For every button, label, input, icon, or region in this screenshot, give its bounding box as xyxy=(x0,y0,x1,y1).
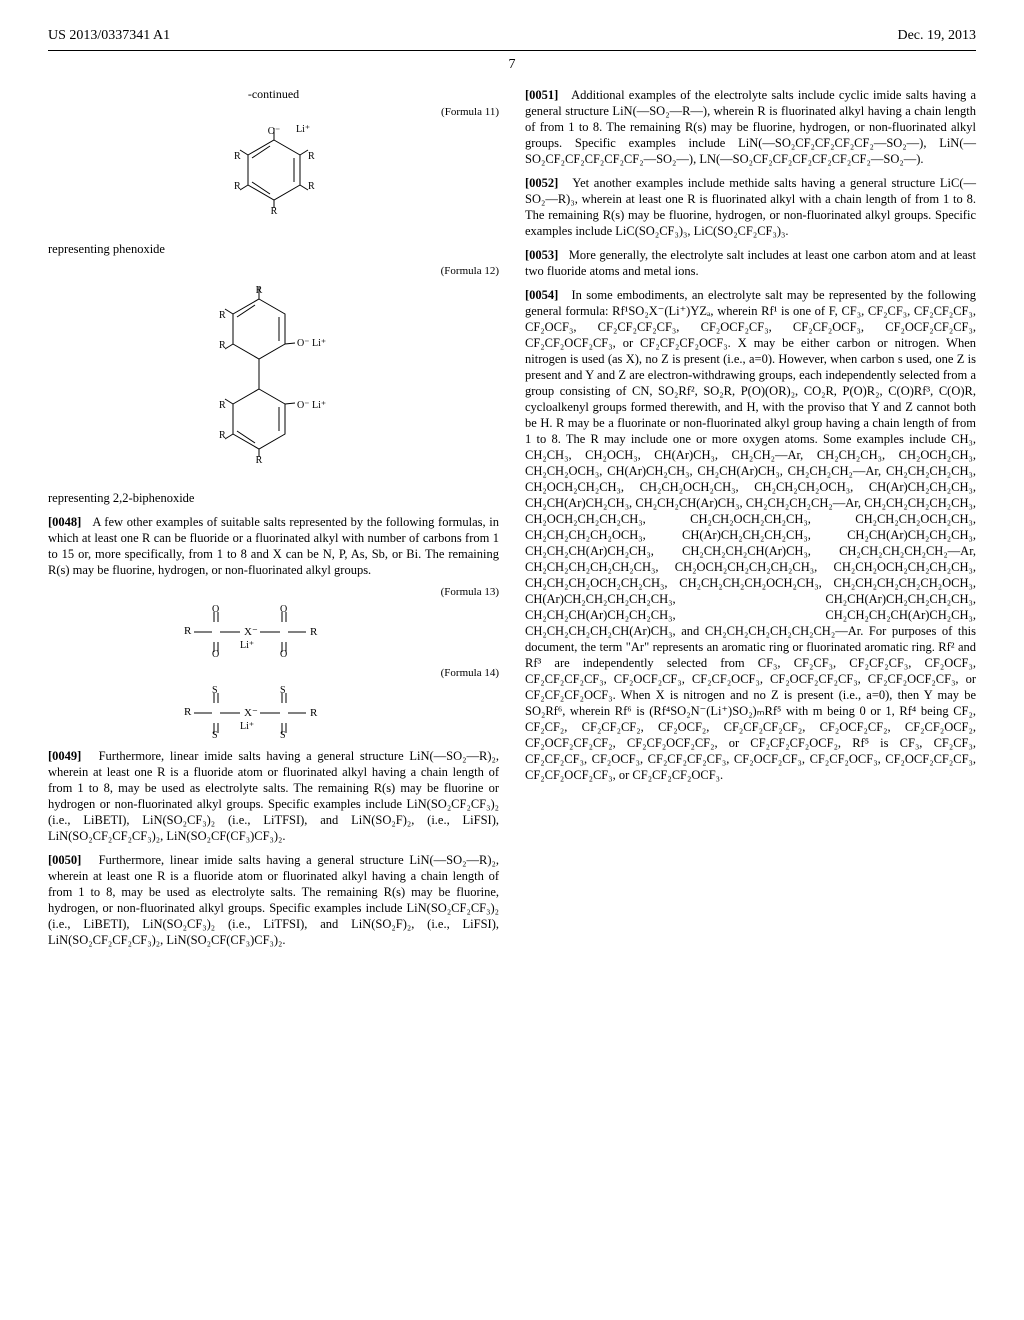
page-number: 7 xyxy=(48,57,976,73)
svg-text:R: R xyxy=(219,430,226,441)
svg-text:S: S xyxy=(280,685,286,696)
para-text: Furthermore, linear imide salts having a… xyxy=(48,749,499,843)
patent-date: Dec. 19, 2013 xyxy=(897,28,976,44)
formula-11-label: (Formula 11) xyxy=(48,106,499,118)
svg-text:O⁻ Li⁺: O⁻ Li⁺ xyxy=(297,400,326,411)
para-text: More generally, the electrolyte salt inc… xyxy=(525,248,976,278)
svg-text:R: R xyxy=(310,626,318,638)
para-num: [0052] xyxy=(525,176,558,190)
svg-text:R: R xyxy=(308,151,315,162)
svg-text:S: S xyxy=(280,730,286,738)
para-num: [0048] xyxy=(48,515,81,529)
formula-14-structure: R S S X⁻ Li⁺ S S R xyxy=(48,683,499,738)
svg-text:R: R xyxy=(184,625,192,637)
para-text: A few other examples of suitable salts r… xyxy=(48,515,499,577)
formula-13-label: (Formula 13) xyxy=(48,586,499,598)
svg-text:S: S xyxy=(212,730,218,738)
para-text: Yet another examples include methide sal… xyxy=(525,176,976,238)
svg-text:R: R xyxy=(308,181,315,192)
para-0051: [0051] Additional examples of the electr… xyxy=(525,87,976,167)
formula-11-caption: representing phenoxide xyxy=(48,242,499,257)
formula-12-caption: representing 2,2-biphenoxide xyxy=(48,491,499,506)
svg-text:O: O xyxy=(280,649,287,657)
para-0048: [0048] A few other examples of suitable … xyxy=(48,514,499,578)
para-num: [0051] xyxy=(525,88,558,102)
svg-text:O⁻ Li⁺: O⁻ Li⁺ xyxy=(297,338,326,349)
para-num: [0054] xyxy=(525,288,558,302)
formula-12-label: (Formula 12) xyxy=(48,265,499,277)
svg-text:R: R xyxy=(234,181,241,192)
para-0054: [0054] In some embodiments, an electroly… xyxy=(525,287,976,783)
svg-text:Li⁺: Li⁺ xyxy=(296,124,310,135)
continued-label: -continued xyxy=(48,87,499,102)
svg-text:R: R xyxy=(219,340,226,351)
svg-text:Li⁺: Li⁺ xyxy=(240,640,254,651)
para-num: [0049] xyxy=(48,749,81,763)
para-num: [0050] xyxy=(48,853,81,867)
formula-12-structure: R R R O⁻ Li⁺ O⁻ Li⁺ R R R xyxy=(48,281,499,481)
svg-text:R: R xyxy=(184,706,192,718)
para-0052: [0052] Yet another examples include meth… xyxy=(525,175,976,239)
patent-number: US 2013/0337341 A1 xyxy=(48,28,170,44)
svg-text:O: O xyxy=(212,604,219,615)
para-0053: [0053] More generally, the electrolyte s… xyxy=(525,247,976,279)
svg-text:O: O xyxy=(280,604,287,615)
svg-text:R: R xyxy=(219,310,226,321)
para-0049: [0049] Furthermore, linear imide salts h… xyxy=(48,748,499,844)
formula-13-structure: R O O X⁻ Li⁺ O O R xyxy=(48,602,499,657)
formula-14-label: (Formula 14) xyxy=(48,667,499,679)
svg-text:R: R xyxy=(219,400,226,411)
svg-text:X⁻: X⁻ xyxy=(244,626,258,638)
para-text: In some embodiments, an electrolyte salt… xyxy=(525,288,976,782)
svg-text:O: O xyxy=(212,649,219,657)
page-header: US 2013/0337341 A1 Dec. 19, 2013 xyxy=(48,28,976,50)
left-column: -continued (Formula 11) O⁻ Li⁺ R R R R R xyxy=(48,87,499,956)
para-text: Furthermore, linear imide salts having a… xyxy=(48,853,499,947)
right-column: [0051] Additional examples of the electr… xyxy=(525,87,976,956)
svg-text:X⁻: X⁻ xyxy=(244,707,258,719)
svg-text:Li⁺: Li⁺ xyxy=(240,721,254,732)
two-column-layout: -continued (Formula 11) O⁻ Li⁺ R R R R R xyxy=(48,87,976,956)
para-0050: [0050] Furthermore, linear imide salts h… xyxy=(48,852,499,948)
para-num: [0053] xyxy=(525,248,558,262)
svg-text:S: S xyxy=(212,685,218,696)
para-text: Additional examples of the electrolyte s… xyxy=(525,88,976,166)
svg-text:R: R xyxy=(234,151,241,162)
formula-11-structure: O⁻ Li⁺ R R R R R xyxy=(48,122,499,232)
svg-text:R: R xyxy=(310,707,318,719)
header-rule xyxy=(48,50,976,51)
